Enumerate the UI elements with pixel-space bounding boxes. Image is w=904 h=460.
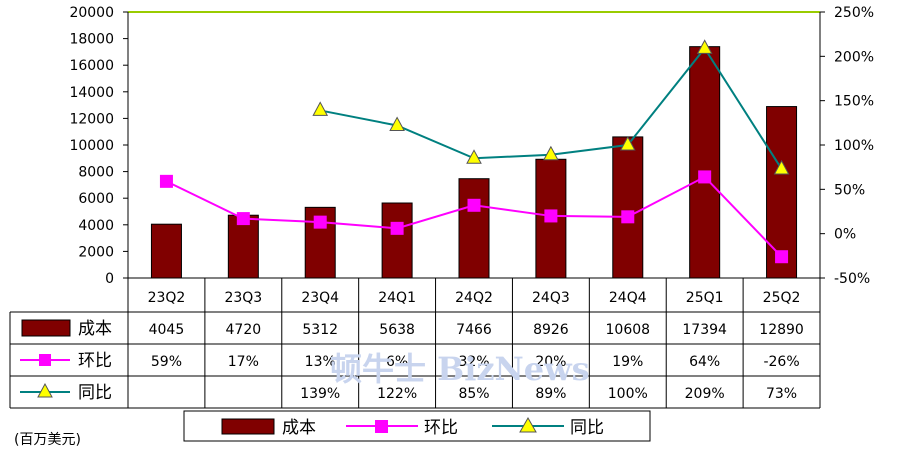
marker-yoy-23q4: [312, 101, 329, 116]
category-label: 23Q3: [224, 290, 262, 306]
row-label-qoq: 环比: [78, 351, 112, 371]
table-value: 19%: [612, 354, 643, 370]
table-value: 4045: [149, 322, 185, 338]
bar-cost-23q2: [150, 223, 182, 279]
table-value: 17%: [228, 354, 259, 370]
y-left-tick-label: 12000: [69, 111, 114, 127]
category-label: 24Q4: [609, 290, 647, 306]
category-label: 24Q3: [532, 290, 570, 306]
marker-yoy-24q3: [543, 145, 559, 161]
table-value: 5638: [379, 322, 415, 338]
legend-cost-label: 成本: [282, 418, 316, 438]
table-value: 89%: [535, 386, 566, 402]
row-label-yoy: 同比: [78, 383, 112, 403]
y-right-tick-label: -50%: [834, 271, 870, 287]
table-value: 7466: [456, 322, 492, 338]
plot-area: 0 2000 4000 6000 8000 10000 12000 14000 16000 180…: [69, 5, 874, 287]
marker-yoy-25q1: [696, 39, 713, 54]
table-value: 6%: [386, 354, 408, 370]
marker-qoq-24q1: [390, 221, 404, 235]
table-value: 59%: [151, 354, 182, 370]
y-left-tick-label: 2000: [78, 244, 114, 260]
y-left-tick-label: 4000: [78, 218, 114, 234]
y-left-tick-label: 14000: [69, 85, 114, 101]
marker-qoq-23q4: [313, 215, 327, 229]
table-value: 17394: [682, 322, 727, 338]
unit-label: (百万美元): [14, 432, 81, 448]
bar-cost-24q1: [381, 202, 413, 279]
y-left-tick-label: 10000: [69, 138, 114, 154]
data-table: 23Q2 23Q3 23Q4 24Q1 24Q2 24Q3 24Q4 25Q1 25Q2 成本环比…: [9, 277, 821, 409]
legend-qoq-marker: [375, 420, 388, 433]
marker-yoy-25q2: [773, 159, 790, 175]
marker-qoq-24q4: [621, 210, 635, 224]
table-value: -26%: [763, 354, 799, 370]
category-label: 23Q2: [148, 290, 186, 306]
marker-qoq-23q2: [159, 174, 173, 188]
y-left-tick-label: 8000: [78, 165, 114, 181]
key-qoq-marker: [39, 354, 51, 366]
table-value: 20%: [535, 354, 566, 370]
marker-yoy-24q4: [619, 135, 636, 151]
table-value: 139%: [300, 386, 340, 402]
table-value: 32%: [458, 354, 489, 370]
y-right-tick-label: 50%: [834, 182, 865, 198]
table-value: 5312: [302, 322, 338, 338]
y-right-tick-label: 200%: [834, 49, 874, 65]
marker-yoy-24q2: [466, 149, 482, 164]
key-cost-swatch: [21, 319, 71, 337]
category-label: 25Q2: [763, 290, 801, 306]
table-value: 10608: [606, 322, 651, 338]
marker-qoq-23q3: [236, 212, 250, 226]
table-value: 13%: [305, 354, 336, 370]
legend: 成本 环比 同比: [183, 410, 651, 442]
table-value: 73%: [766, 386, 797, 402]
legend-qoq-label: 环比: [424, 418, 458, 438]
row-label-cost: 成本: [78, 319, 112, 339]
bar-cost-24q2: [458, 178, 490, 279]
y-right-tick-label: 150%: [834, 94, 874, 110]
bar-cost-25q1: [689, 46, 721, 279]
marker-yoy-24q1: [389, 116, 405, 131]
marker-qoq-25q2: [775, 250, 789, 264]
table-value: 4720: [226, 322, 262, 338]
table-value: 8926: [533, 322, 569, 338]
table-value: 85%: [458, 386, 489, 402]
marker-qoq-25q1: [698, 170, 712, 184]
legend-yoy-label: 同比: [570, 418, 604, 438]
bar-cost-25q2: [766, 106, 798, 279]
y-left-tick-label: 6000: [78, 191, 114, 207]
y-left-tick-label: 18000: [69, 32, 114, 48]
marker-qoq-24q2: [467, 198, 481, 212]
legend-yoy-marker: [519, 416, 537, 433]
y-left-tick-label: 20000: [69, 5, 114, 21]
table-value: 209%: [685, 386, 725, 402]
table-value: 122%: [377, 386, 417, 402]
bar-cost-24q4: [612, 136, 644, 279]
category-label: 25Q1: [686, 290, 724, 306]
watermark: 顿牛士 BizNews: [330, 350, 590, 388]
category-label: 24Q2: [455, 290, 493, 306]
key-yoy-marker: [37, 382, 53, 398]
category-label: 24Q1: [378, 290, 416, 306]
y-left-tick-label: 16000: [69, 58, 114, 74]
legend-cost-swatch: [221, 418, 275, 435]
table-value: 12890: [759, 322, 804, 338]
y-right-tick-label: 250%: [834, 5, 874, 21]
y-right-tick-label: 100%: [834, 138, 874, 154]
y-left-tick-label: 0: [105, 271, 114, 287]
category-label: 23Q4: [301, 290, 339, 306]
table-value: 100%: [608, 386, 648, 402]
marker-qoq-24q3: [544, 209, 558, 223]
table-value: 64%: [689, 354, 720, 370]
y-right-tick-label: 0%: [834, 227, 856, 243]
